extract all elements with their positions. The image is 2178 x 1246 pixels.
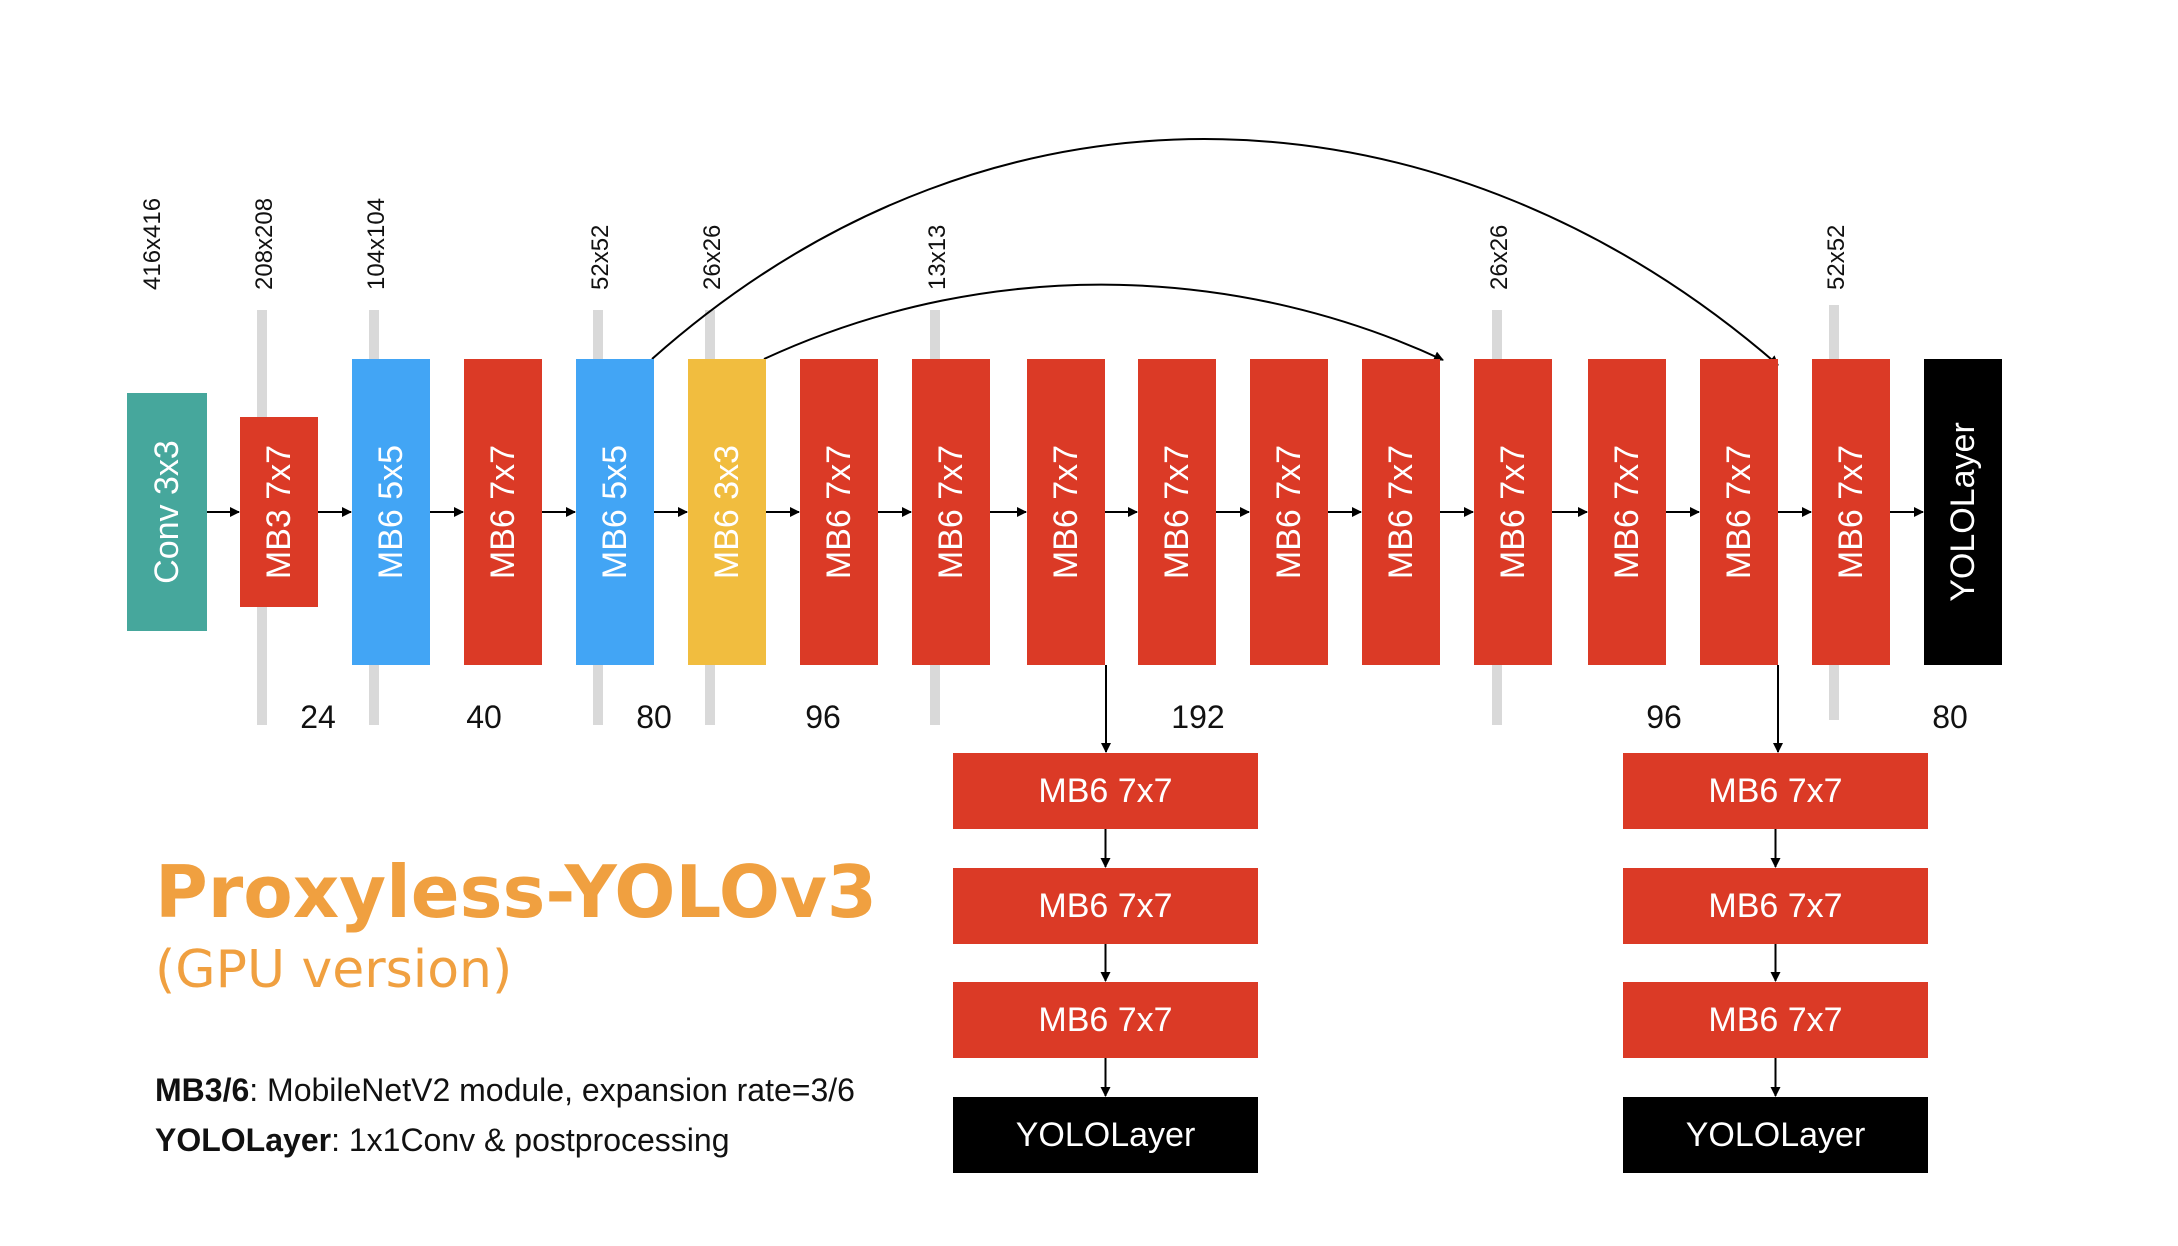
layer-block [1924,359,2002,665]
branch-block-right [1623,868,1928,944]
layer-block [1812,359,1890,665]
layer-label: MB6 7x7 [1832,445,1870,579]
layer-block [1362,359,1440,665]
branch-block-left [953,753,1258,829]
channel-label: 80 [1932,699,1968,735]
layer-label: MB6 7x7 [1158,445,1196,579]
layer-block [1588,359,1666,665]
channel-label: 24 [300,699,336,735]
resolution-label: 208x208 [251,198,278,290]
legend-desc: : 1x1Conv & postprocessing [331,1122,730,1158]
channel-label: 96 [1646,699,1682,735]
layer-label: MB6 7x7 [932,445,970,579]
layer-label: MB6 7x7 [1494,445,1532,579]
layer-label: MB6 7x7 [1382,445,1420,579]
layer-block [127,393,207,631]
resolution-label: 416x416 [139,198,166,290]
layer-label: MB3 7x7 [260,445,298,579]
legend-term: MB3/6 [155,1072,250,1108]
layer-label: MB6 7x7 [1720,445,1758,579]
diagram-subtitle: (GPU version) [155,940,513,1000]
branch-block-left [953,868,1258,944]
channel-label: 40 [466,699,502,735]
branch-label: MB6 7x7 [1038,772,1172,810]
layer-label: YOLOLayer [1944,422,1982,602]
layer-block [1138,359,1216,665]
layer-block [240,417,318,607]
layer-block [1700,359,1778,665]
branch-block-right [1623,753,1928,829]
layer-label: MB6 7x7 [1047,445,1085,579]
branch-label: MB6 7x7 [1708,887,1842,925]
resolution-label: 52x52 [587,225,614,290]
layer-block [688,359,766,665]
layer-block [464,359,542,665]
resolution-label: 26x26 [699,225,726,290]
branch-block-left [953,982,1258,1058]
resolution-label: 52x52 [1823,225,1850,290]
layer-block [1474,359,1552,665]
branch-label: MB6 7x7 [1038,887,1172,925]
branch-label: MB6 7x7 [1038,1001,1172,1039]
skip-connection-arrow [651,138,1779,366]
layer-block [352,359,430,665]
legend-item-mb: MB3/6: MobileNetV2 module, expansion rat… [155,1072,855,1109]
layer-label: MB6 3x3 [708,445,746,579]
branch-block-right [1623,982,1928,1058]
layer-block [1027,359,1105,665]
diagram-title: Proxyless-YOLOv3 [155,850,877,934]
layer-block [800,359,878,665]
channel-label: 96 [805,699,841,735]
skip-connection-arrow [763,283,1444,361]
layer-label: MB6 5x5 [596,445,634,579]
layer-label: MB6 5x5 [372,445,410,579]
layer-label: MB6 7x7 [1270,445,1308,579]
channel-label: 80 [636,699,672,735]
layer-label: MB6 7x7 [820,445,858,579]
layer-block [1250,359,1328,665]
layer-block [576,359,654,665]
branch-label: YOLOLayer [1686,1116,1866,1154]
resolution-label: 104x104 [363,198,390,290]
layer-label: MB6 7x7 [484,445,522,579]
channel-label: 192 [1171,699,1224,735]
legend-desc: : MobileNetV2 module, expansion rate=3/6 [249,1072,855,1108]
branch-block-right [1623,1097,1928,1173]
branch-block-left [953,1097,1258,1173]
branch-label: MB6 7x7 [1708,772,1842,810]
branch-label: YOLOLayer [1016,1116,1196,1154]
legend-term: YOLOLayer [155,1122,332,1158]
resolution-label: 13x13 [924,225,951,290]
layer-block [912,359,990,665]
resolution-label: 26x26 [1486,225,1513,290]
branch-label: MB6 7x7 [1708,1001,1842,1039]
legend-item-yololayer: YOLOLayer: 1x1Conv & postprocessing [155,1122,730,1159]
layer-label: Conv 3x3 [148,440,186,584]
layer-label: MB6 7x7 [1608,445,1646,579]
